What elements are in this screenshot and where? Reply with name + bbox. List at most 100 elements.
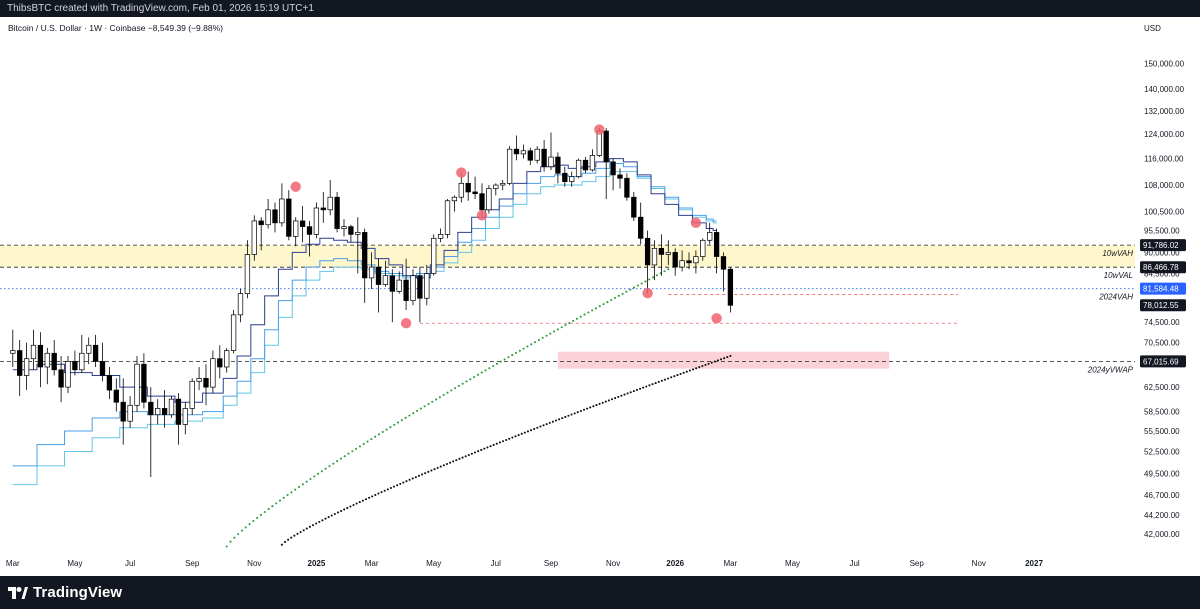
vwap-black-dots-dot [458,457,461,460]
candle-body-up [355,232,361,235]
candle [155,399,161,425]
vwap-black-dots-dot [570,413,573,416]
vwap-green-dots-dot [248,523,251,526]
vwap-green-dots-dot [511,354,514,357]
candle-body-down [527,150,533,161]
price-tick-label: 132,000.00 [1144,107,1185,116]
candle [51,340,57,376]
vwap-black-dots-dot [417,474,420,477]
candle [396,271,402,294]
level-lines [0,244,1135,362]
candle [610,158,616,191]
candle [299,206,306,243]
vwap-black-dots-dot [558,418,561,421]
vwap-green-dots-dot [377,433,381,436]
vwap-green-dots-dot [503,358,506,361]
candle-body-down [51,352,57,371]
candle [244,240,251,299]
vwap-black-dots-dot [424,472,427,475]
time-axis-label: Sep [544,559,559,568]
candle [644,230,651,294]
currency-label: USD [1144,24,1161,33]
candle [479,183,485,216]
vwap-green-dots-dot [492,364,495,368]
vwap-green-dots-dot [442,393,445,396]
vwap-green-dots-dot [271,505,274,508]
price-chart[interactable]: 10wVAH 10wVAL 2024VAH 2024yVWAP USD 150,000.0… [0,17,1200,576]
vwap-green-dots-dot [278,499,282,502]
candle-body-down [141,363,147,403]
vwap-black-dots-dot [392,485,396,488]
candle [431,234,437,276]
vwap-black-dots-dot [679,372,682,376]
symbol-change: −8,549.39 (−9.88%) [147,23,223,33]
vwap-black-dots-dot [473,451,477,454]
time-axis: Mar May Jul Sep Nov 2025 Mar May Jul Sep Nov 2026 Ma… [0,554,1200,576]
vwap-black-dots-dot [576,411,579,414]
candle [148,387,154,478]
candle-body-up [293,220,299,237]
candle-body-up [679,260,685,268]
vwap-green-dots-dot [381,430,384,434]
vwap-green-dots-dot [225,545,228,548]
vwap-green-dots-dot [290,491,293,494]
vwap-green-dots-dot [613,296,617,299]
vwap-black-dots-dot [601,401,604,404]
price-tag-2024yVWAP: 67,015.69 [1143,357,1179,366]
vwap-black-dots-dot [508,437,511,440]
vwap-green-dots-dot [370,438,373,441]
candle [293,217,299,247]
vwap-black-dots-dot [533,427,536,431]
vwap-black-dots-dot [548,421,551,424]
candle-body-up [30,344,37,360]
candle-body-down [217,358,223,368]
candle [410,269,416,306]
vwap-black-dots-dot [374,493,377,497]
candle [638,202,644,245]
candle [679,250,685,272]
candle [72,350,78,376]
candle [451,195,458,212]
pivot-marker [594,124,605,135]
candle [362,228,368,303]
vwap-green-dots-dot [454,387,457,390]
vwap-black-dots-dot [470,452,473,455]
time-axis-label: Nov [247,559,261,568]
vwap-black-dots-dot [589,406,592,409]
tradingview-logo[interactable]: TradingView [8,584,122,601]
vwap-black-dots-dot [648,384,651,387]
vwap-green-dots-dot [488,367,491,370]
vwap-black-dots-dot [489,445,492,448]
vwap-green-dots-dot [244,526,247,529]
symbol-legend[interactable]: Bitcoin / U.S. Dollar · 1W · Coinbase −8… [8,23,223,33]
snapshot-caption: ThibsBTC created with TradingView.com, F… [7,3,314,14]
vwap-black-dots-dot [723,357,726,360]
vwap-green-dots-dot [275,502,278,505]
candle-body-down [513,148,520,155]
vwap-black-dots-dot [726,356,729,359]
vwap-green-dots-dot [256,516,259,520]
vwap-black-dots-dot [361,499,364,502]
candle [79,334,85,373]
candle-body-down [465,182,471,193]
candle-body-up [237,293,244,316]
candle-body-up [224,350,230,368]
vwap-green-dots-dot [400,419,403,422]
vwap-black-dots-dot [315,522,318,525]
candle-body-up [520,150,527,155]
vwap-green-dots-dot [358,445,361,448]
candle-body-up [230,314,237,351]
price-tick-label: 108,000.00 [1144,181,1185,190]
vwap-green-dots-dot [317,472,320,475]
price-tag-bg-10wVAL [1140,261,1186,274]
candle [210,350,216,394]
candle [189,378,195,415]
vwap-black-dots-dot [713,360,716,363]
price-tick-label: 42,000.00 [1144,530,1180,539]
chart-area[interactable]: 10wVAH 10wVAL 2024VAH 2024yVWAP USD 150,000.0… [0,17,1200,576]
candle-body-up [589,155,596,171]
vwap-black-dots-dot [701,364,704,368]
vwap-black-dots-dot [386,488,389,491]
vwap-black-dots-dot [667,377,670,380]
candle [458,173,464,203]
